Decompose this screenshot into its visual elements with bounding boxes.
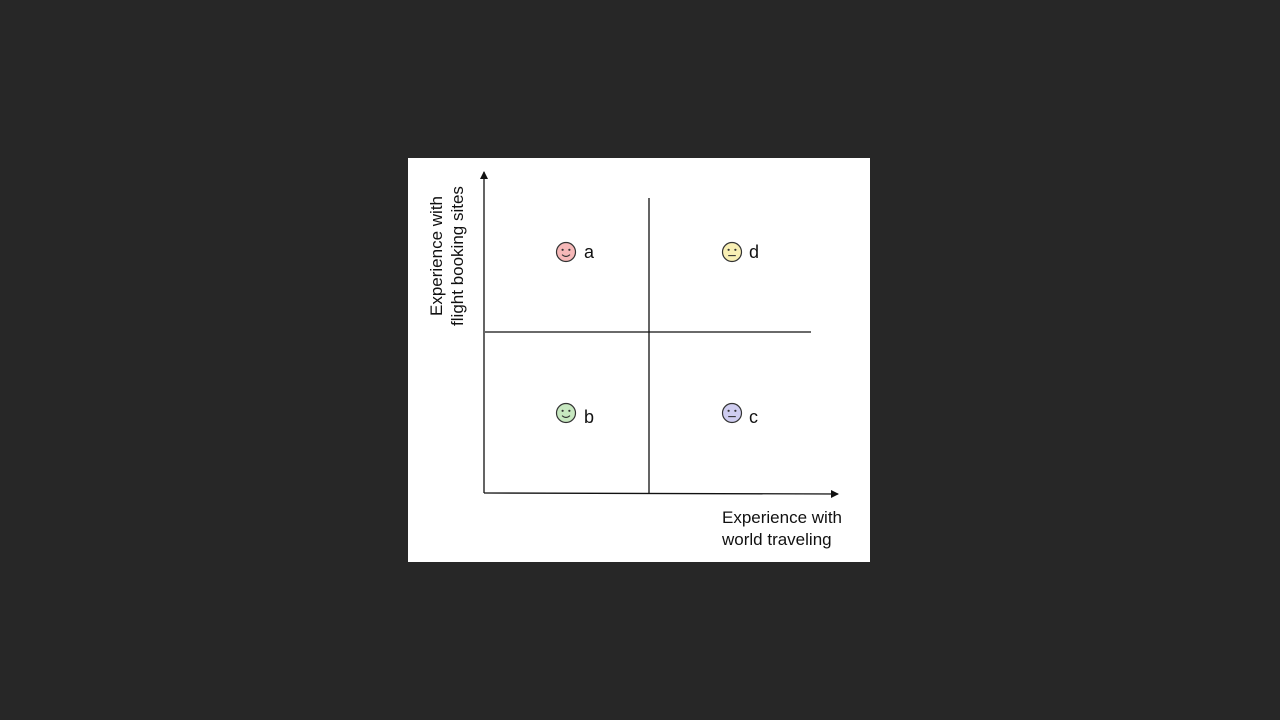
persona-b-label: b — [584, 407, 594, 427]
y-axis-label: Experience with flight booking sites — [427, 186, 467, 326]
persona-b-face-icon — [555, 402, 577, 424]
persona-c-label: c — [749, 407, 758, 427]
persona-a-face-icon — [555, 241, 577, 263]
persona-d-face — [721, 241, 743, 263]
x-axis — [483, 489, 839, 498]
persona-c-face-icon — [721, 402, 743, 424]
persona-d-face-icon — [721, 241, 743, 263]
persona-a-face — [555, 241, 577, 263]
persona-d: d — [721, 241, 759, 263]
persona-b: b — [555, 402, 594, 427]
y-axis-label-line-2: flight booking sites — [448, 186, 467, 326]
x-axis-label: Experience with world traveling — [721, 508, 842, 549]
quadrant-diagram: a d b — [408, 158, 870, 562]
diagram-svg: a d b — [427, 171, 842, 549]
persona-b-face — [555, 402, 577, 424]
persona-d-label: d — [749, 242, 759, 262]
persona-a: a — [555, 241, 595, 263]
y-axis-label-line-1: Experience with — [427, 196, 446, 316]
persona-a-label: a — [584, 242, 595, 262]
persona-c-face — [721, 402, 743, 424]
x-axis-label-line-1: Experience with — [722, 508, 842, 527]
x-axis-label-line-2: world traveling — [721, 530, 832, 549]
persona-c: c — [721, 402, 758, 427]
